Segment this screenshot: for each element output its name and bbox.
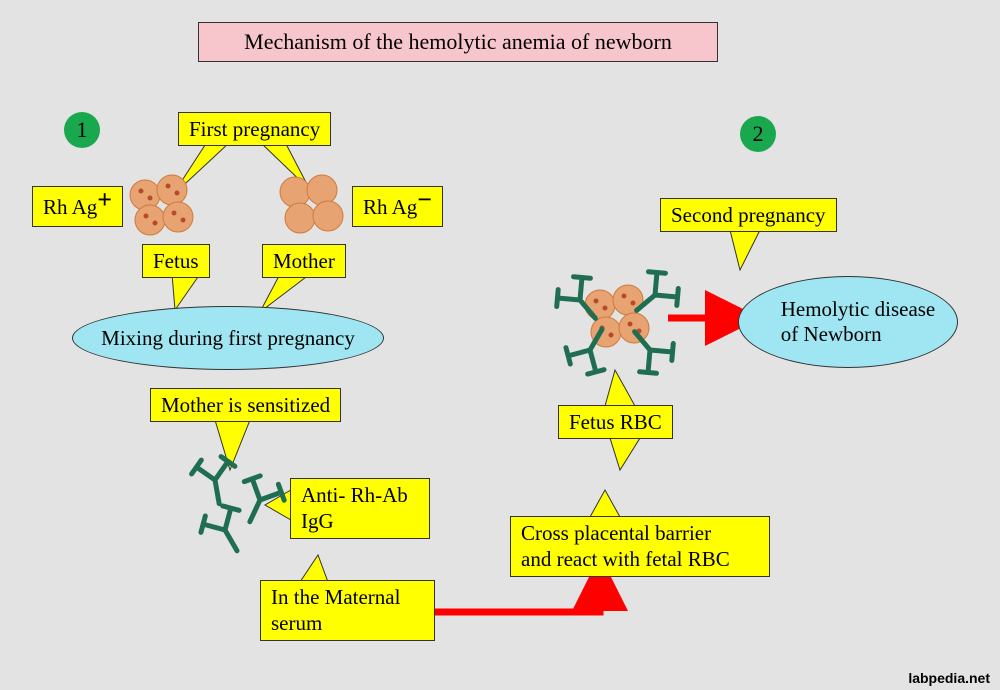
- cross-placental-text: Cross placental barrier and react with f…: [521, 521, 730, 571]
- arrow-maternal-to-placental: [432, 576, 600, 612]
- label-fetus-rbc: Fetus RBC: [558, 405, 673, 439]
- label-fetus: Fetus: [142, 244, 210, 278]
- label-mother: Mother: [262, 244, 346, 278]
- mother-rbc-cluster: [280, 175, 343, 233]
- anti-rh-line1: Anti- Rh-Ab IgG: [301, 483, 408, 533]
- step-2-marker: 2: [740, 116, 776, 152]
- label-rh-positive: Rh Ag+: [32, 186, 123, 227]
- label-anti-rh-ab: Anti- Rh-Ab IgG: [290, 478, 430, 539]
- maternal-serum-text: In the Maternal serum: [271, 585, 400, 635]
- minus-sign: −: [417, 185, 432, 214]
- label-maternal-serum: In the Maternal serum: [260, 580, 435, 641]
- diagram-title: Mechanism of the hemolytic anemia of new…: [198, 22, 718, 62]
- label-rh-negative: Rh Ag−: [352, 186, 443, 227]
- watermark: labpedia.net: [908, 670, 990, 686]
- label-sensitized: Mother is sensitized: [150, 388, 341, 422]
- plus-sign: +: [97, 185, 112, 214]
- ellipse-hdn: Hemolytic disease of Newborn: [738, 276, 958, 368]
- fetal-rbc-with-ab: [549, 264, 686, 381]
- antibody-cluster-1: [190, 455, 290, 562]
- rh-neg-text: Rh Ag: [363, 195, 417, 219]
- step-1-marker: 1: [64, 112, 100, 148]
- fetal-rbc-cluster: [130, 175, 193, 235]
- ellipse-mixing: Mixing during first pregnancy: [72, 306, 384, 370]
- label-first-pregnancy: First pregnancy: [178, 112, 331, 146]
- label-cross-placental: Cross placental barrier and react with f…: [510, 516, 770, 577]
- hdn-text: Hemolytic disease of Newborn: [781, 297, 936, 347]
- label-second-pregnancy: Second pregnancy: [660, 198, 837, 232]
- rh-pos-text: Rh Ag: [43, 195, 97, 219]
